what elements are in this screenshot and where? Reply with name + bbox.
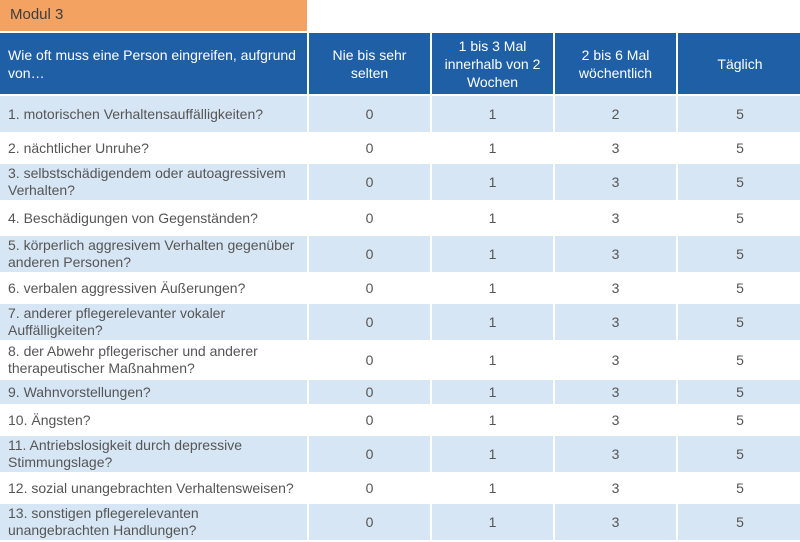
table-row: 13. sonstigen pflegerelevanten unangebra…: [0, 504, 800, 540]
row-score: 0: [309, 96, 430, 132]
row-score: 0: [309, 164, 430, 200]
row-score: 0: [309, 474, 430, 502]
column-header-2-6-weekly: 2 bis 6 Mal wöchentlich: [555, 33, 676, 94]
row-score: 5: [678, 304, 800, 340]
row-question: 3. selbstschädigendem oder autoagressive…: [0, 164, 307, 200]
row-score: 0: [309, 504, 430, 540]
table-row: 11. Antriebslosigkeit durch depressive S…: [0, 436, 800, 472]
row-question: 4. Beschädigungen von Gegenständen?: [0, 202, 307, 234]
row-question: 11. Antriebslosigkeit durch depressive S…: [0, 436, 307, 472]
table-row: 7. anderer pflegerelevanter vokaler Auff…: [0, 304, 800, 340]
row-score: 1: [432, 342, 553, 378]
row-score: 5: [678, 202, 800, 234]
row-score: 0: [309, 236, 430, 272]
row-score: 5: [678, 236, 800, 272]
table-row: 6. verbalen aggressiven Äußerungen? 0 1 3 5: [0, 274, 800, 302]
row-question: 1. motorischen Verhaltensauffälligkeiten…: [0, 96, 307, 132]
question-header: Wie oft muss eine Person eingreifen, auf…: [0, 33, 307, 94]
row-score: 0: [309, 274, 430, 302]
row-score: 3: [555, 274, 676, 302]
row-score: 3: [555, 504, 676, 540]
row-score: 3: [555, 342, 676, 378]
row-score: 5: [678, 274, 800, 302]
column-header-never: Nie bis sehr selten: [309, 33, 430, 94]
row-score: 1: [432, 504, 553, 540]
row-score: 3: [555, 164, 676, 200]
row-score: 5: [678, 134, 800, 162]
table-row: 10. Ängsten? 0 1 3 5: [0, 406, 800, 434]
row-score: 1: [432, 274, 553, 302]
assessment-table: Wie oft muss eine Person eingreifen, auf…: [0, 31, 800, 542]
row-question: 5. körperlich aggresivem Verhalten gegen…: [0, 236, 307, 272]
row-score: 3: [555, 236, 676, 272]
row-score: 1: [432, 134, 553, 162]
row-score: 1: [432, 202, 553, 234]
row-score: 1: [432, 304, 553, 340]
row-score: 1: [432, 164, 553, 200]
table-row: 4. Beschädigungen von Gegenständen? 0 1 3 5: [0, 202, 800, 234]
row-score: 1: [432, 380, 553, 404]
row-score: 5: [678, 474, 800, 502]
row-score: 2: [555, 96, 676, 132]
row-question: 10. Ängsten?: [0, 406, 307, 434]
table-row: 5. körperlich aggresivem Verhalten gegen…: [0, 236, 800, 272]
row-score: 5: [678, 436, 800, 472]
row-question: 7. anderer pflegerelevanter vokaler Auff…: [0, 304, 307, 340]
row-score: 0: [309, 342, 430, 378]
row-score: 1: [432, 236, 553, 272]
row-score: 0: [309, 304, 430, 340]
table-row: 12. sozial unangebrachten Verhaltensweis…: [0, 474, 800, 502]
table-body: 1. motorischen Verhaltensauffälligkeiten…: [0, 96, 800, 540]
row-score: 3: [555, 406, 676, 434]
row-score: 5: [678, 164, 800, 200]
table-row: 3. selbstschädigendem oder autoagressive…: [0, 164, 800, 200]
row-score: 0: [309, 380, 430, 404]
row-score: 3: [555, 134, 676, 162]
row-score: 5: [678, 96, 800, 132]
row-score: 1: [432, 406, 553, 434]
row-question: 9. Wahnvorstellungen?: [0, 380, 307, 404]
row-score: 3: [555, 202, 676, 234]
row-score: 0: [309, 134, 430, 162]
row-score: 1: [432, 436, 553, 472]
row-score: 0: [309, 202, 430, 234]
row-question: 12. sozial unangebrachten Verhaltensweis…: [0, 474, 307, 502]
row-score: 1: [432, 96, 553, 132]
column-header-1-3-per-2-weeks: 1 bis 3 Mal innerhalb von 2 Wochen: [432, 33, 553, 94]
row-score: 5: [678, 342, 800, 378]
row-score: 5: [678, 406, 800, 434]
row-score: 1: [432, 474, 553, 502]
row-score: 0: [309, 436, 430, 472]
table-row: 2. nächtlicher Unruhe? 0 1 3 5: [0, 134, 800, 162]
row-score: 3: [555, 380, 676, 404]
row-score: 3: [555, 474, 676, 502]
row-question: 13. sonstigen pflegerelevanten unangebra…: [0, 504, 307, 540]
table-row: 9. Wahnvorstellungen? 0 1 3 5: [0, 380, 800, 404]
column-header-daily: Täglich: [678, 33, 800, 94]
table-header-row: Wie oft muss eine Person eingreifen, auf…: [0, 33, 800, 94]
row-question: 6. verbalen aggressiven Äußerungen?: [0, 274, 307, 302]
row-score: 0: [309, 406, 430, 434]
row-score: 3: [555, 304, 676, 340]
row-score: 5: [678, 380, 800, 404]
row-score: 5: [678, 504, 800, 540]
row-question: 8. der Abwehr pflegerischer und anderer …: [0, 342, 307, 378]
table-row: 1. motorischen Verhaltensauffälligkeiten…: [0, 96, 800, 132]
table-row: 8. der Abwehr pflegerischer und anderer …: [0, 342, 800, 378]
row-question: 2. nächtlicher Unruhe?: [0, 134, 307, 162]
module-label: Modul 3: [0, 0, 307, 31]
row-score: 3: [555, 436, 676, 472]
